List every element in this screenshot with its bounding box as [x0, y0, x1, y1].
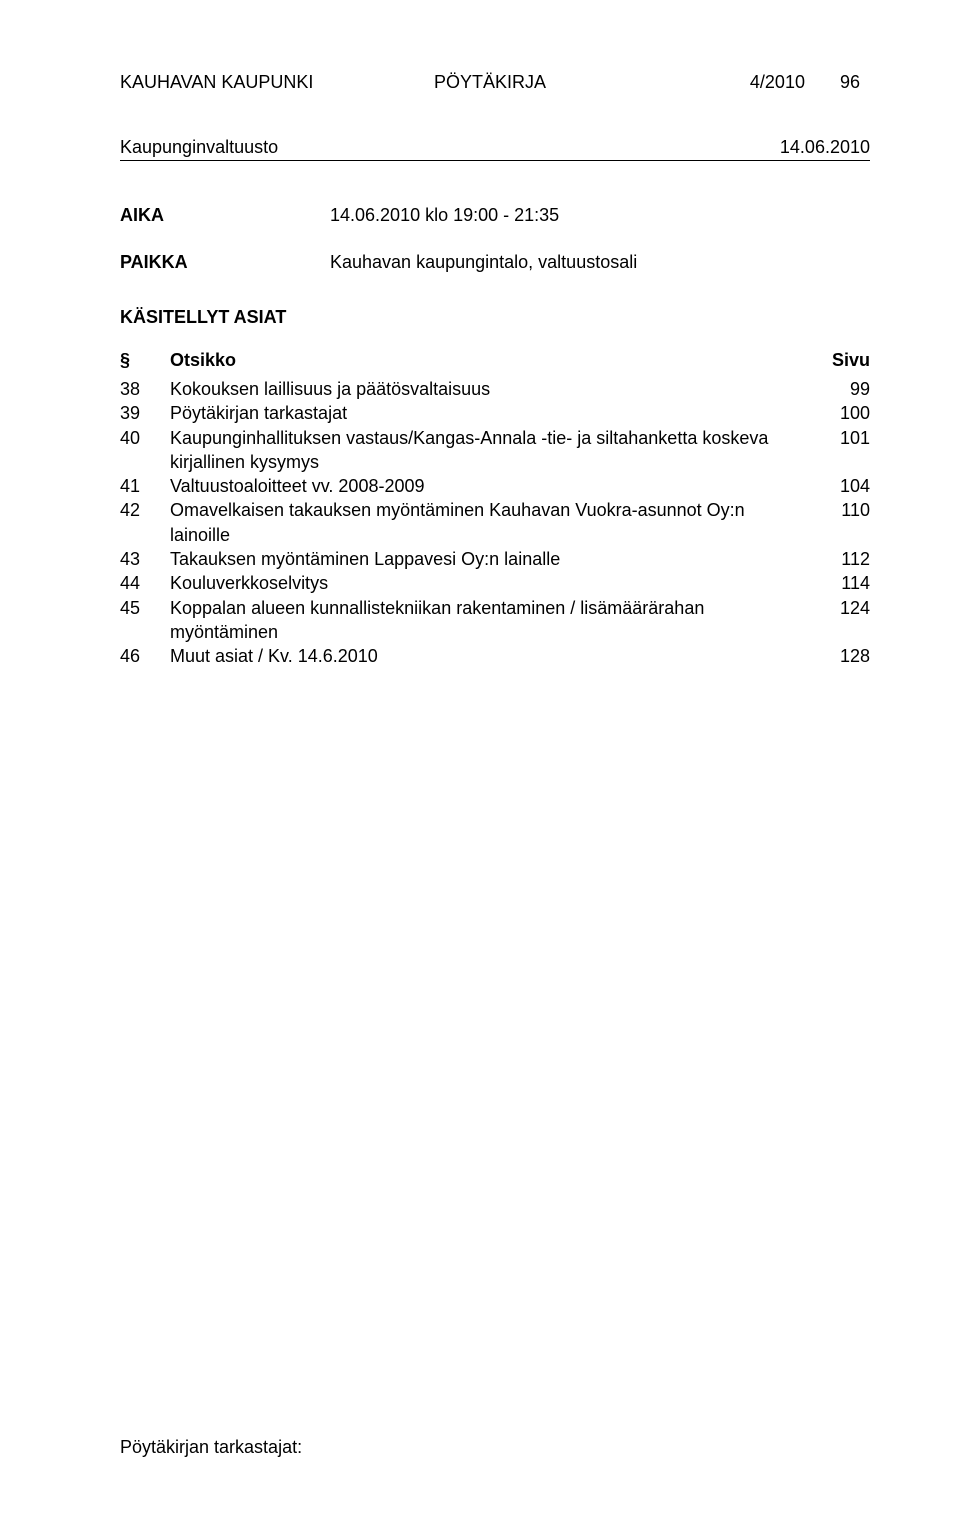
toc-section-number: 41 [120, 474, 170, 498]
doc-number: 4/2010 [750, 72, 805, 92]
page-number: 96 [840, 72, 860, 92]
toc-row: 45Koppalan alueen kunnallistekniikan rak… [120, 596, 870, 645]
toc-item-title: Omavelkaisen takauksen myöntäminen Kauha… [170, 498, 810, 547]
toc-row: 39Pöytäkirjan tarkastajat100 [120, 401, 870, 425]
toc-section-number: 44 [120, 571, 170, 595]
toc-section-number: 40 [120, 426, 170, 475]
toc-row: 40Kaupunginhallituksen vastaus/Kangas-An… [120, 426, 870, 475]
toc-section-number: 39 [120, 401, 170, 425]
toc-item-page: 99 [810, 377, 870, 401]
toc-item-page: 124 [810, 596, 870, 645]
toc-section-number: 42 [120, 498, 170, 547]
toc-item-page: 101 [810, 426, 870, 475]
toc-item-title: Kaupunginhallituksen vastaus/Kangas-Anna… [170, 426, 810, 475]
doc-type: PÖYTÄKIRJA [434, 72, 546, 92]
toc-item-title: Takauksen myöntäminen Lappavesi Oy:n lai… [170, 547, 810, 571]
toc-item-title: Kouluverkkoselvitys [170, 571, 810, 595]
toc-item-title: Pöytäkirjan tarkastajat [170, 401, 810, 425]
paikka-value: Kauhavan kaupungintalo, valtuustosali [330, 252, 637, 273]
toc-section-number: 46 [120, 644, 170, 668]
body-name: Kaupunginvaltuusto [120, 137, 278, 158]
toc-item-page: 110 [810, 498, 870, 547]
toc-row: 41Valtuustoaloitteet vv. 2008-2009104 [120, 474, 870, 498]
toc-item-page: 100 [810, 401, 870, 425]
toc-item-title: Koppalan alueen kunnallistekniikan raken… [170, 596, 810, 645]
footer-text: Pöytäkirjan tarkastajat: [120, 1437, 302, 1458]
toc-col-page: Sivu [810, 350, 870, 371]
paikka-label: PAIKKA [120, 252, 330, 273]
page-header: KAUHAVAN KAUPUNKI PÖYTÄKIRJA 4/2010 96 [120, 72, 870, 93]
toc-col-title: Otsikko [170, 350, 810, 371]
toc-item-page: 128 [810, 644, 870, 668]
toc-row: 43Takauksen myöntäminen Lappavesi Oy:n l… [120, 547, 870, 571]
toc-item-title: Muut asiat / Kv. 14.6.2010 [170, 644, 810, 668]
toc-item-page: 104 [810, 474, 870, 498]
toc-item-page: 112 [810, 547, 870, 571]
toc-item-title: Valtuustoaloitteet vv. 2008-2009 [170, 474, 810, 498]
aika-label: AIKA [120, 205, 330, 226]
aika-row: AIKA 14.06.2010 klo 19:00 - 21:35 [120, 205, 870, 226]
toc-body: 38Kokouksen laillisuus ja päätösvaltaisu… [120, 377, 870, 669]
toc-section-number: 45 [120, 596, 170, 645]
toc-row: 44Kouluverkkoselvitys114 [120, 571, 870, 595]
toc-row: 38Kokouksen laillisuus ja päätösvaltaisu… [120, 377, 870, 401]
toc-row: 42Omavelkaisen takauksen myöntäminen Kau… [120, 498, 870, 547]
org-name: KAUHAVAN KAUPUNKI [120, 72, 367, 93]
toc-item-title: Kokouksen laillisuus ja päätösvaltaisuus [170, 377, 810, 401]
aika-value: 14.06.2010 klo 19:00 - 21:35 [330, 205, 559, 226]
toc-section-number: 43 [120, 547, 170, 571]
subheader: Kaupunginvaltuusto 14.06.2010 [120, 137, 870, 161]
paikka-row: PAIKKA Kauhavan kaupungintalo, valtuusto… [120, 252, 870, 273]
toc-header-row: § Otsikko Sivu [120, 350, 870, 371]
toc-section-number: 38 [120, 377, 170, 401]
toc-heading: KÄSITELLYT ASIAT [120, 307, 870, 328]
toc-col-section: § [120, 350, 170, 371]
meeting-date: 14.06.2010 [780, 137, 870, 158]
toc-row: 46Muut asiat / Kv. 14.6.2010128 [120, 644, 870, 668]
toc-item-page: 114 [810, 571, 870, 595]
